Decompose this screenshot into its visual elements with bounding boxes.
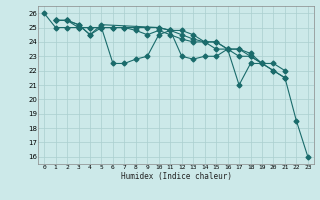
X-axis label: Humidex (Indice chaleur): Humidex (Indice chaleur) bbox=[121, 172, 231, 181]
